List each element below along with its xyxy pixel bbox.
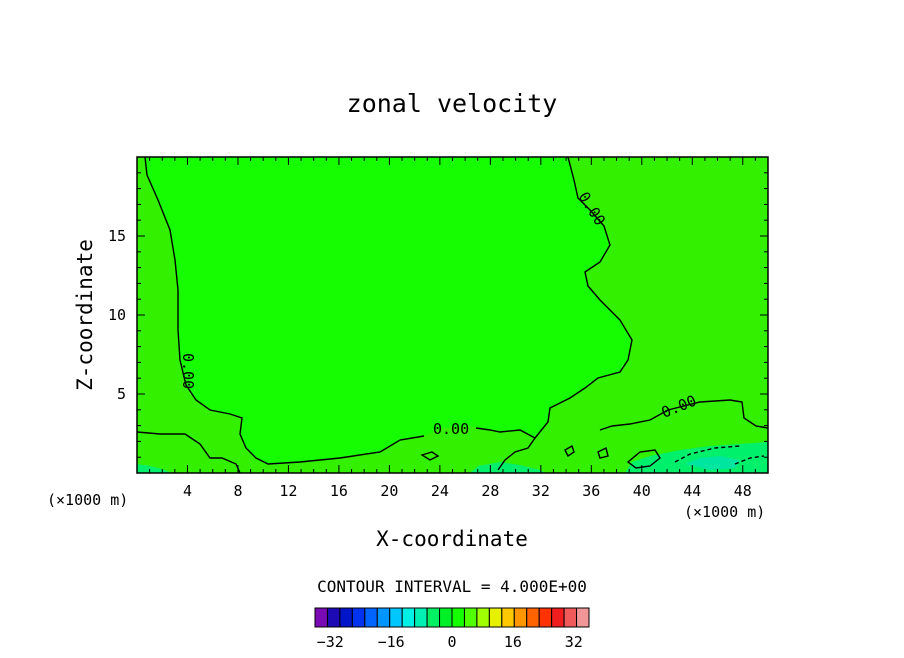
colorbar-swatch [401, 607, 416, 628]
x-axis-label: X-coordinate [376, 527, 528, 551]
colorbar-swatch [463, 607, 478, 628]
colorbar-swatch [476, 607, 490, 628]
colorbar-swatch [339, 607, 353, 628]
colorbar-swatch [439, 607, 453, 628]
contour-region-main [145, 157, 632, 464]
colorbar-tick-label: −32 [317, 633, 344, 651]
contour-interval-text: CONTOUR INTERVAL = 4.000E+00 [317, 577, 587, 596]
colorbar-tick-label: 16 [504, 633, 522, 651]
colorbar-swatch [351, 607, 366, 628]
zero-contour-small-loop-a [420, 451, 440, 461]
contour-label-center: 0.00 [433, 420, 469, 438]
x-tick-label: 48 [734, 482, 752, 500]
x-tick-label: 28 [481, 482, 499, 500]
plot-area: 0.00 0.00 0.00 0.00 [136, 156, 769, 474]
y-axis-label: Z-coordinate [73, 239, 97, 391]
x-axis-unit: (×1000 m) [684, 503, 765, 521]
x-tick-label: 4 [183, 482, 192, 500]
colorbar-swatch [563, 607, 578, 628]
zero-contour-small-loop-b [564, 444, 575, 458]
x-tick-label: 36 [582, 482, 600, 500]
y-tick-label: 10 [108, 306, 126, 324]
contour-label-left: 0.00 [179, 353, 197, 389]
colorbar-swatch [414, 607, 428, 628]
y-axis: 5 10 15 [108, 172, 768, 458]
contour-region-negative-center [470, 462, 545, 473]
y-tick-label: 5 [117, 385, 126, 403]
colorbar-swatch [364, 607, 378, 628]
x-axis: 4 8 12 16 20 24 28 32 36 40 44 48 [149, 157, 756, 500]
colorbar [314, 607, 590, 628]
x-tick-label: 44 [683, 482, 701, 500]
zero-contour-right [599, 399, 769, 431]
colorbar-swatch [314, 607, 328, 628]
y-tick-label: 15 [108, 227, 126, 245]
x-tick-label: 24 [431, 482, 449, 500]
x-tick-label: 32 [532, 482, 550, 500]
chart-title: zonal velocity [347, 89, 558, 118]
z-axis-unit: (×1000 m) [47, 491, 128, 509]
colorbar-swatch [488, 607, 503, 628]
x-tick-label: 40 [633, 482, 651, 500]
zero-contour-right-upper [534, 156, 633, 439]
x-tick-label: 16 [330, 482, 348, 500]
colorbar-swatch [501, 607, 515, 628]
zero-contours [136, 156, 769, 474]
colorbar-swatch [513, 607, 528, 628]
zero-contour-dashed [674, 445, 765, 465]
colorbar-tick-label: 0 [447, 633, 456, 651]
x-tick-label: 20 [380, 482, 398, 500]
colorbar-swatch [526, 607, 540, 628]
colorbar-swatch [451, 607, 465, 628]
zero-contour-left-bottom [136, 431, 241, 474]
colorbar-swatch [538, 607, 553, 628]
contour-region-negative-strong [685, 456, 740, 470]
colorbar-tick-label: 32 [565, 633, 583, 651]
x-tick-label: 8 [233, 482, 242, 500]
colorbar-swatch [326, 607, 341, 628]
colorbar-swatch [426, 607, 441, 628]
zero-contour-right-loop [626, 449, 661, 469]
colorbar-swatch [389, 607, 403, 628]
x-tick-label: 12 [279, 482, 297, 500]
colorbar-swatch [576, 607, 590, 628]
zero-contour-left [144, 156, 425, 465]
colorbar-swatch [376, 607, 391, 628]
zero-contour-small-loop-c [597, 446, 609, 459]
colorbar-swatch [551, 607, 565, 628]
colorbar-tick-label: −16 [378, 633, 405, 651]
colorbar-tick-labels: −32 −16 0 16 32 [317, 633, 583, 651]
